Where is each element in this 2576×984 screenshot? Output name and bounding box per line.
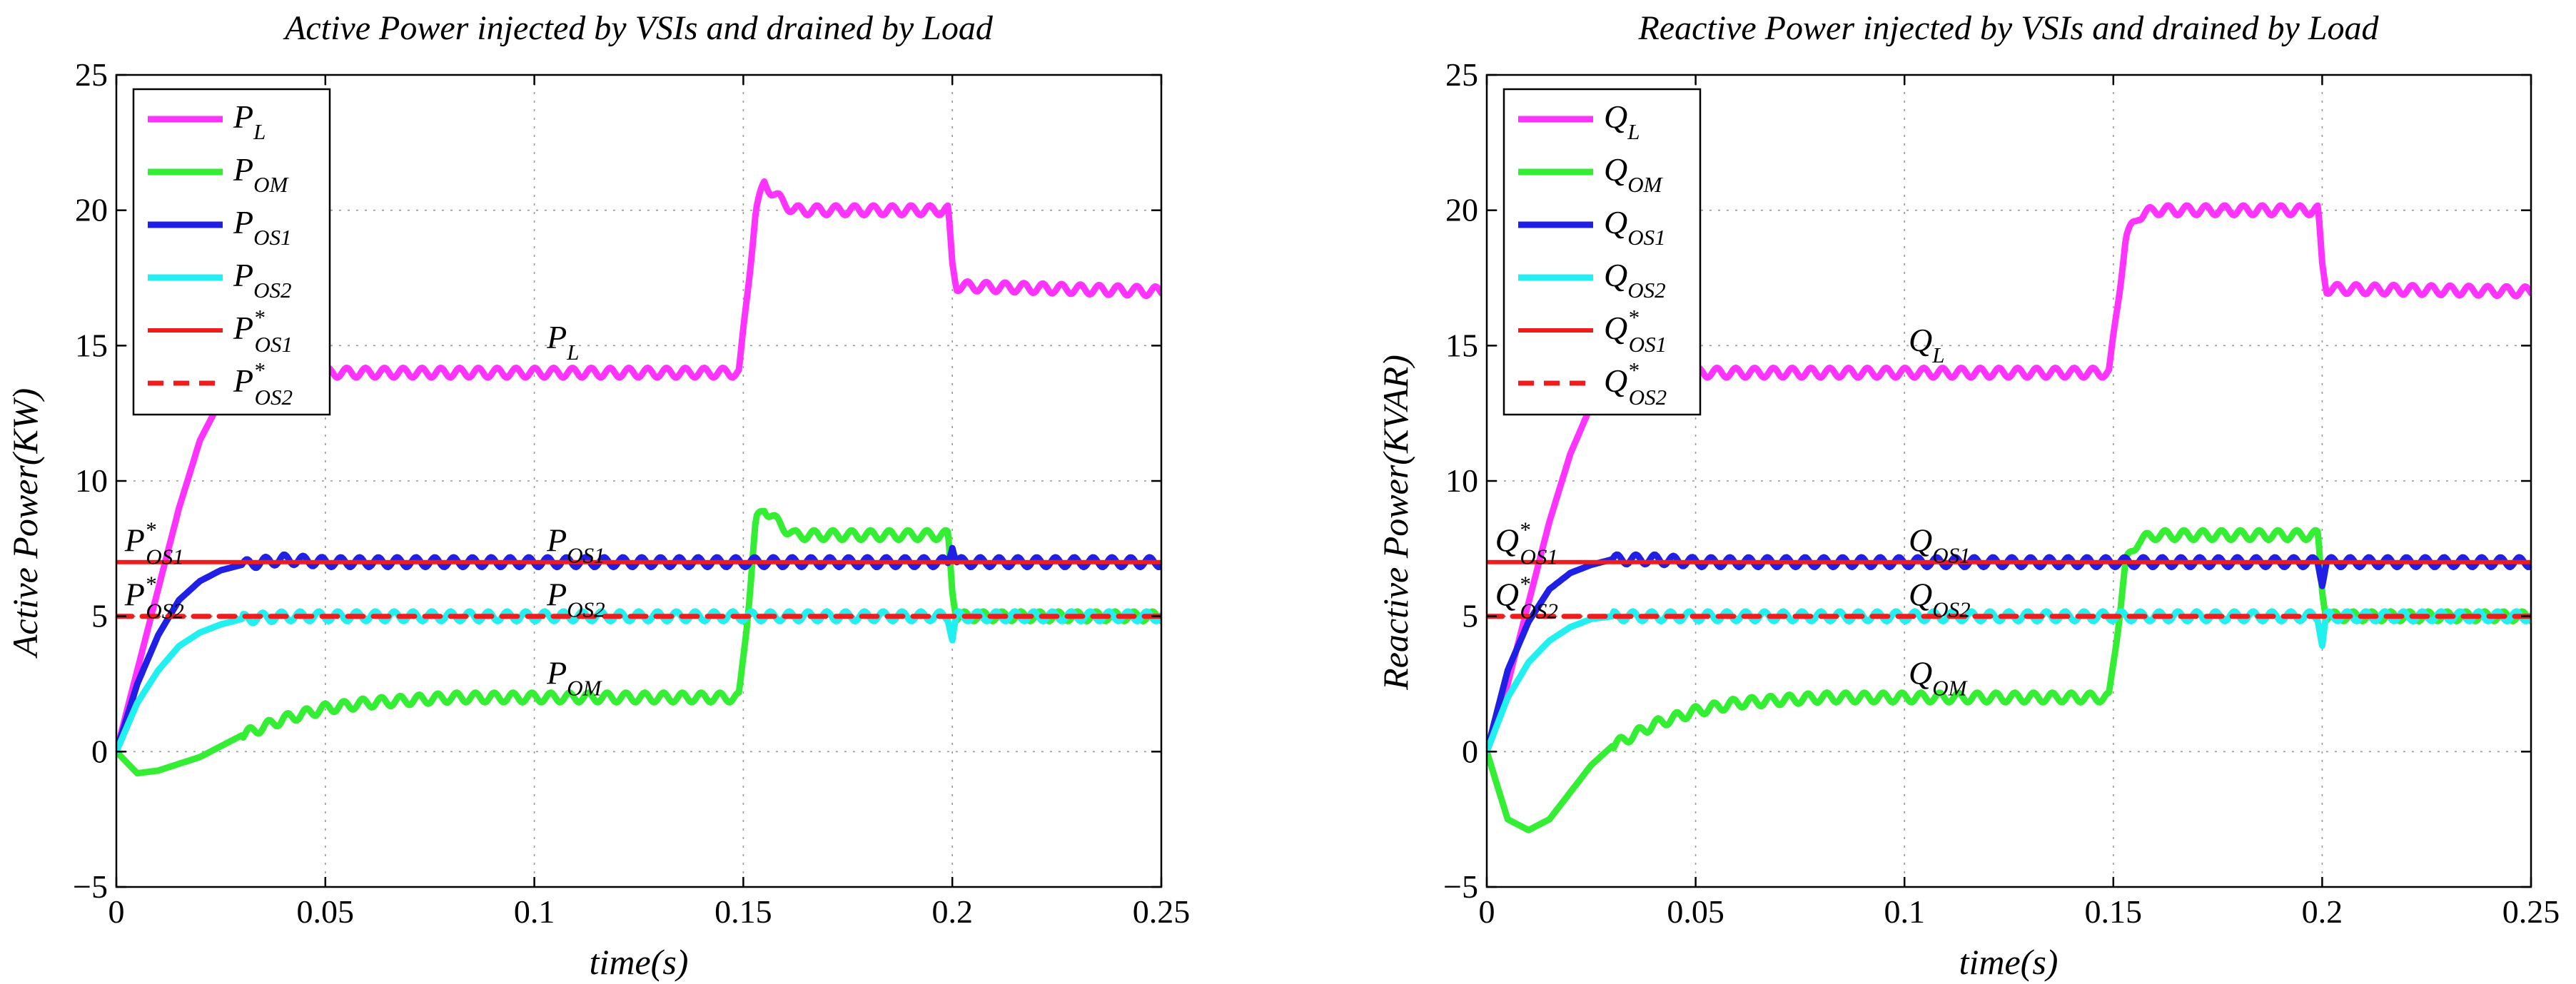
y-tick-label: 10: [1445, 462, 1478, 499]
legend-label: P* OS1: [233, 305, 293, 357]
legend-label: QOM: [1604, 151, 1664, 197]
series-line-q-os1: [1487, 551, 2531, 755]
annotation-label: P* OS2: [124, 571, 184, 623]
x-tick-label: 0.25: [2502, 893, 2560, 930]
series-line-q-om: [1487, 527, 2531, 833]
legend-box: [1502, 88, 1702, 416]
y-tick-label: 25: [1445, 56, 1478, 93]
series-line-p-om: [116, 507, 1161, 777]
legend-label: POS1: [233, 204, 292, 250]
x-tick-label: 0: [108, 893, 125, 930]
y-tick-label: 0: [1462, 733, 1478, 769]
y-axis-title: Active Power(KW): [5, 388, 45, 659]
legend-label: PL: [233, 98, 266, 144]
x-axis-title: time(s): [1959, 942, 2059, 982]
x-tick-label: 0.1: [1884, 893, 1925, 930]
y-tick-label: 5: [1462, 598, 1478, 634]
annotation-label: POM: [546, 655, 602, 701]
annotation-label: QOS2: [1909, 576, 1971, 622]
x-tick-label: 0.2: [2302, 893, 2343, 930]
y-tick-label: 0: [91, 733, 108, 769]
x-tick-label: 0.25: [1133, 893, 1191, 930]
y-tick-label: 15: [75, 327, 108, 363]
legend-label: POM: [233, 151, 289, 197]
annotation-label: QOM: [1909, 655, 1969, 701]
y-tick-label: 5: [91, 598, 108, 634]
annotation-label: QL: [1909, 322, 1944, 367]
series-line-p-os2: [116, 608, 1161, 755]
series-line-q-os2: [1487, 608, 2531, 755]
y-tick-label: −5: [73, 868, 108, 905]
annotation-label: PL: [546, 319, 579, 365]
y-tick-label: 20: [1445, 192, 1478, 228]
x-tick-label: 0.1: [514, 893, 555, 930]
legend-label: QOS2: [1604, 257, 1666, 303]
legend-label: P* OS2: [233, 357, 293, 410]
annotation-label: POS1: [546, 522, 605, 568]
active-power-chart: Active Power injected by VSIs and draine…: [5, 9, 1190, 982]
x-tick-label: 0.05: [1667, 893, 1724, 930]
grid: [1487, 75, 2531, 887]
x-tick-label: 0.05: [297, 893, 355, 930]
x-tick-label: 0.2: [931, 893, 973, 930]
annotation-label: P* OS1: [124, 517, 184, 569]
annotation-label: POS2: [546, 576, 605, 622]
y-tick-label: 10: [75, 462, 108, 499]
y-tick-label: 20: [75, 192, 108, 228]
x-tick-label: 0.15: [2085, 893, 2143, 930]
x-tick-label: 0: [1479, 893, 1495, 930]
legend-label: QOS1: [1604, 204, 1666, 250]
legend-label: POS2: [233, 257, 292, 303]
legend-label: Q* OS2: [1604, 357, 1667, 410]
y-tick-label: −5: [1443, 868, 1478, 905]
y-tick-label: 15: [1445, 327, 1478, 363]
legend-box: [132, 88, 331, 416]
chart-title: Reactive Power injected by VSIs and drai…: [1637, 9, 2379, 47]
annotation-label: QOS1: [1909, 522, 1971, 568]
x-axis-title: time(s): [590, 942, 689, 982]
annotation-label: Q* OS1: [1495, 517, 1558, 569]
legend-label: QL: [1604, 98, 1640, 144]
chart-title: Active Power injected by VSIs and draine…: [283, 9, 994, 47]
y-axis-title: Reactive Power(KVAR): [1375, 355, 1415, 691]
reactive-power-chart: Reactive Power injected by VSIs and drai…: [1375, 9, 2560, 982]
x-tick-label: 0.15: [714, 893, 772, 930]
legend-label: Q* OS1: [1604, 305, 1667, 357]
annotation-label: Q* OS2: [1495, 571, 1558, 623]
y-tick-label: 25: [75, 56, 108, 93]
